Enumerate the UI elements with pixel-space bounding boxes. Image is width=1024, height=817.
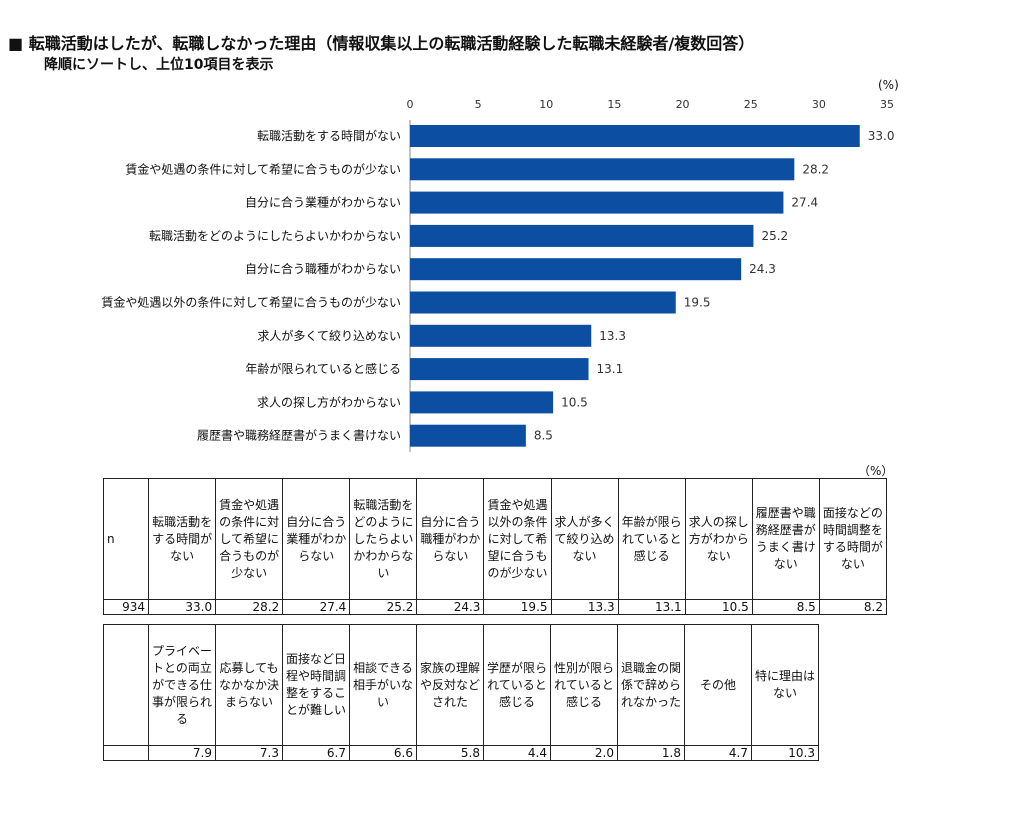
column-header: 退職金の関係で辞められなかった bbox=[617, 624, 685, 746]
column-header: 履歴書や職務経歴書がうまく書けない bbox=[751, 478, 820, 600]
value-cell: 2.0 bbox=[550, 745, 618, 761]
column-header: 相談できる相手がいない bbox=[349, 624, 417, 746]
value-cell: 24.3 bbox=[416, 599, 485, 615]
column-header: 性別が限られていると感じる bbox=[550, 624, 618, 746]
column-header: 転職活動をする時間がない bbox=[148, 478, 217, 600]
x-tick-label: 15 bbox=[607, 98, 621, 111]
column-header: その他 bbox=[684, 624, 752, 746]
value-cell: 7.3 bbox=[215, 745, 283, 761]
value-cell: 6.7 bbox=[282, 745, 350, 761]
bar bbox=[410, 391, 554, 414]
page-title: ■ 転職活動はしたが、転職しなかった理由（情報収集以上の転職活動経験した転職未経… bbox=[8, 34, 755, 53]
category-label: 転職活動をどのようにしたらよいかわからない bbox=[149, 229, 401, 243]
data-label: 28.2 bbox=[802, 162, 829, 176]
bar bbox=[410, 125, 860, 147]
category-label: 自分に合う業種がわからない bbox=[245, 195, 401, 210]
value-cell: 8.2 bbox=[818, 599, 888, 615]
blank-header-cell bbox=[103, 624, 149, 746]
data-label: 19.5 bbox=[684, 296, 711, 310]
page-subtitle: 降順にソートし、上位10項目を表示 bbox=[44, 57, 274, 73]
value-cell: 10.5 bbox=[684, 599, 753, 615]
x-tick-label: 10 bbox=[539, 98, 553, 111]
column-header: 転職活動をどのようにしたらよいかわからない bbox=[349, 478, 418, 600]
column-header: 求人の探し方がわからない bbox=[684, 478, 753, 600]
value-cell: 19.5 bbox=[483, 599, 552, 615]
data-label: 8.5 bbox=[534, 429, 553, 443]
category-label: 求人が多くて絞り込めない bbox=[257, 328, 401, 343]
table-unit-label: （%） bbox=[858, 464, 894, 478]
n-header-cell: n bbox=[102, 478, 150, 600]
data-label: 27.4 bbox=[791, 196, 818, 210]
data-label: 13.1 bbox=[597, 362, 624, 376]
value-cell: 4.7 bbox=[684, 745, 752, 761]
value-cell: 5.8 bbox=[416, 745, 484, 761]
x-tick-label: 20 bbox=[676, 98, 690, 111]
bar bbox=[410, 158, 795, 181]
column-header: 面接など日程や時間調整をすることが難しい bbox=[282, 624, 350, 746]
bar bbox=[410, 324, 592, 347]
value-cell: 27.4 bbox=[282, 599, 351, 615]
summary-table-row2: プライベートとの両立ができる仕事が限られる 応募してもなかなか決まらない 面接など日… bbox=[103, 624, 819, 761]
column-header: 年齢が限られていると感じる bbox=[617, 478, 686, 600]
data-label: 33.0 bbox=[868, 129, 895, 143]
blank-value-cell bbox=[103, 745, 149, 761]
data-label: 25.2 bbox=[761, 229, 788, 243]
summary-table-row1: n 転職活動をする時間がない 賃金や処遇の条件に対して希望に合うものが少ない 自分に… bbox=[102, 478, 888, 615]
category-label: 賃金や処遇の条件に対して希望に合うものが少ない bbox=[125, 161, 401, 176]
column-header: 求人が多くて絞り込めない bbox=[550, 478, 619, 600]
value-cell: 10.3 bbox=[751, 745, 819, 761]
x-tick-label: 35 bbox=[880, 98, 894, 111]
category-label: 転職活動をする時間がない bbox=[257, 128, 401, 143]
category-label: 年齢が限られていると感じる bbox=[245, 361, 401, 376]
value-cell: 1.8 bbox=[617, 745, 685, 761]
x-tick-label: 0 bbox=[407, 98, 414, 111]
column-header: 家族の理解や反対などされた bbox=[416, 624, 484, 746]
column-header: 自分に合う職種がわからない bbox=[416, 478, 485, 600]
column-header: プライベートとの両立ができる仕事が限られる bbox=[148, 624, 216, 746]
column-header: 自分に合う業種がわからない bbox=[282, 478, 351, 600]
value-cell: 7.9 bbox=[148, 745, 216, 761]
n-value-cell: 934 bbox=[102, 599, 150, 615]
data-label: 13.3 bbox=[599, 329, 626, 343]
bar bbox=[410, 258, 742, 281]
column-header: 応募してもなかなか決まらない bbox=[215, 624, 283, 746]
column-header: 学歴が限られていると感じる bbox=[483, 624, 551, 746]
value-cell: 13.3 bbox=[550, 599, 619, 615]
category-label: 履歴書や職務経歴書がうまく書けない bbox=[197, 428, 401, 443]
value-cell: 6.6 bbox=[349, 745, 417, 761]
value-cell: 33.0 bbox=[148, 599, 217, 615]
data-label: 10.5 bbox=[561, 395, 588, 409]
value-cell: 8.5 bbox=[751, 599, 820, 615]
bar bbox=[410, 291, 676, 314]
column-header: 賃金や処遇以外の条件に対して希望に合うものが少ない bbox=[483, 478, 552, 600]
column-header: 賃金や処遇の条件に対して希望に合うものが少ない bbox=[215, 478, 284, 600]
bar bbox=[410, 224, 754, 247]
bar bbox=[410, 358, 589, 381]
category-label: 賃金や処遇以外の条件に対して希望に合うものが少ない bbox=[101, 295, 401, 310]
value-cell: 13.1 bbox=[617, 599, 686, 615]
value-cell: 25.2 bbox=[349, 599, 418, 615]
bar bbox=[410, 424, 526, 447]
data-label: 24.3 bbox=[749, 262, 776, 276]
bar-chart: 0 5 10 15 20 25 30 35 転職活動をする時間がない 33.0 賃金や処遇の条件に対… bbox=[101, 98, 895, 452]
value-cell: 4.4 bbox=[483, 745, 551, 761]
bar bbox=[410, 191, 784, 214]
x-tick-label: 25 bbox=[744, 98, 758, 111]
chart-unit-label: (%) bbox=[878, 78, 899, 92]
x-tick-label: 30 bbox=[812, 98, 826, 111]
x-tick-label: 5 bbox=[475, 98, 482, 111]
category-label: 求人の探し方がわからない bbox=[257, 394, 401, 409]
n-label: n bbox=[107, 532, 115, 546]
column-header: 面接などの時間調整をする時間がない bbox=[818, 478, 888, 600]
category-label: 自分に合う職種がわからない bbox=[245, 261, 401, 276]
value-cell: 28.2 bbox=[215, 599, 284, 615]
column-header: 特に理由はない bbox=[751, 624, 819, 746]
